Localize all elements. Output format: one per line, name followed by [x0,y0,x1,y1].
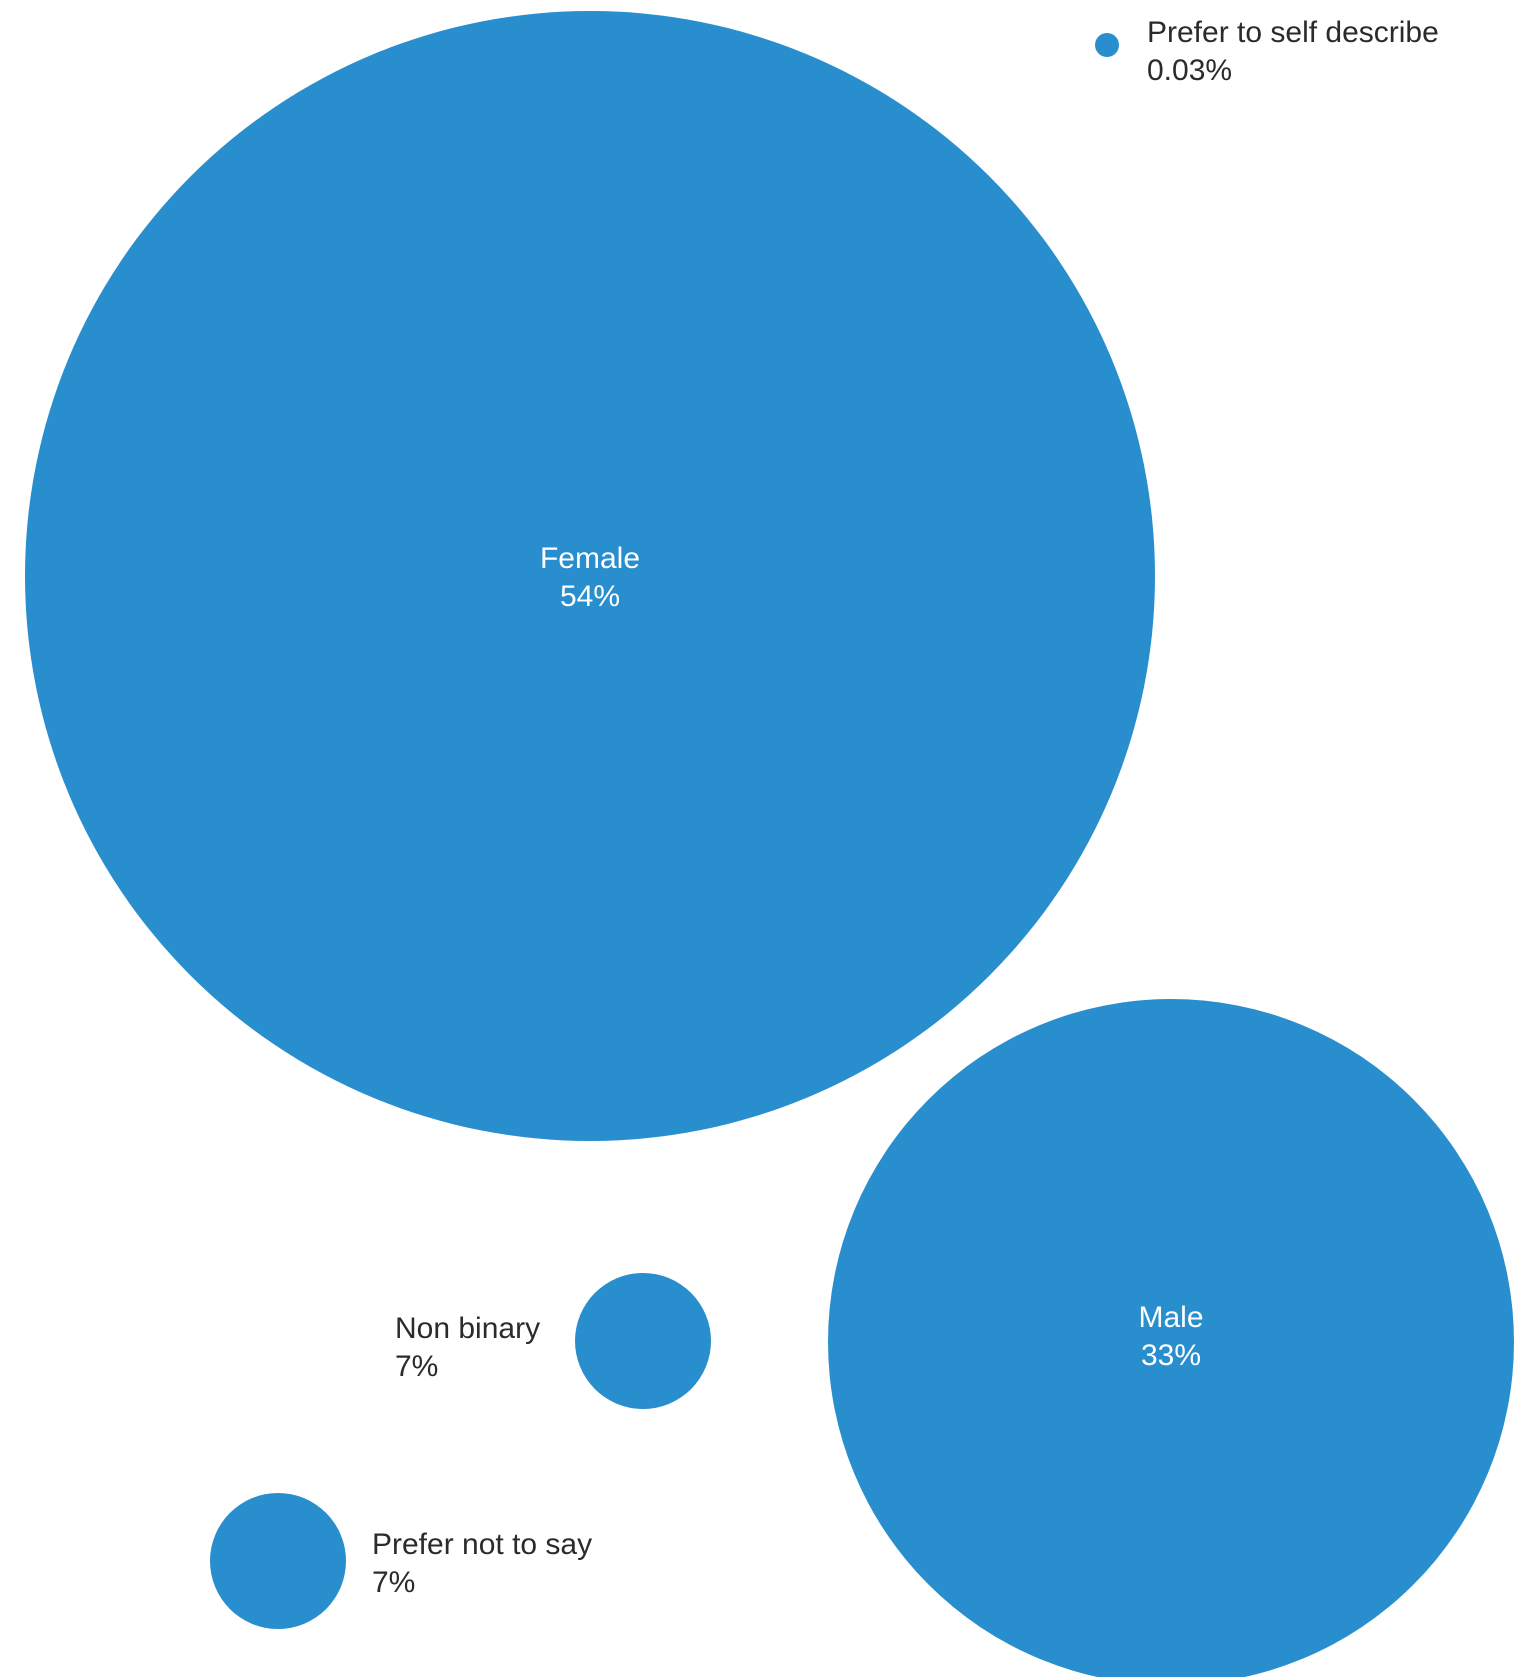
bubble-prefer-not-to-say-circle [210,1493,346,1629]
bubble-prefer-to-self-describe[interactable]: Prefer to self describe 0.03% [1095,16,1439,87]
bubble-male-circle [828,999,1514,1677]
bubble-prefer-not-to-say[interactable]: Prefer not to say 7% [210,1493,592,1629]
bubble-non-binary[interactable]: Non binary 7% [395,1273,711,1409]
bubble-prefer-not-to-say-label: Prefer not to say [372,1528,592,1561]
bubble-prefer-to-self-describe-value: 0.03% [1147,54,1232,87]
bubble-non-binary-value: 7% [395,1350,438,1383]
bubble-female[interactable]: Female 54% [25,11,1155,1141]
bubble-non-binary-label: Non binary [395,1312,540,1345]
bubble-female-value: 54% [560,580,620,613]
bubble-non-binary-circle [575,1273,711,1409]
bubble-male-value: 33% [1141,1339,1201,1372]
bubble-prefer-to-self-describe-label: Prefer to self describe [1147,16,1439,49]
bubble-female-circle [25,11,1155,1141]
bubble-male-label: Male [1138,1301,1203,1334]
bubble-prefer-not-to-say-value: 7% [372,1566,415,1599]
bubble-female-label: Female [540,542,640,575]
bubble-male[interactable]: Male 33% [828,999,1514,1677]
bubble-prefer-to-self-describe-circle [1095,33,1119,57]
